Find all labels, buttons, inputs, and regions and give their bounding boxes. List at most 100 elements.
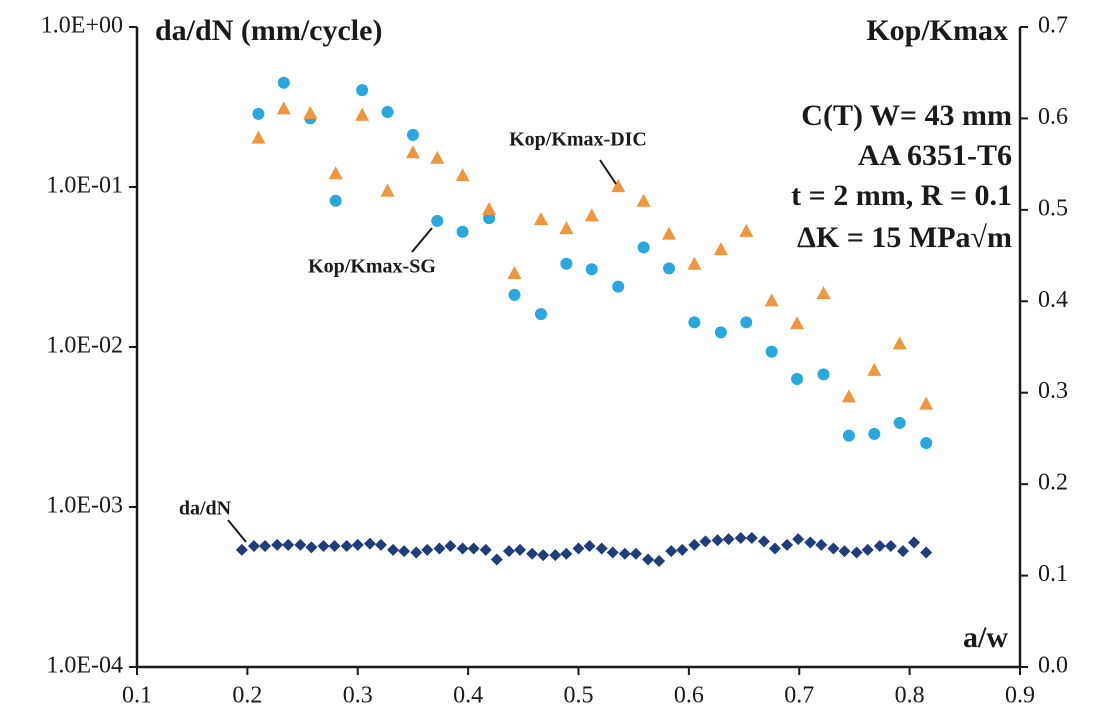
- y-tick-label: 1.0E-04: [46, 653, 123, 679]
- y-tick-label: 1.0E+00: [41, 13, 123, 39]
- x-axis-label: a/w: [963, 621, 1008, 654]
- data-point: [838, 545, 851, 558]
- data-point: [908, 536, 921, 549]
- data-point: [920, 437, 933, 449]
- data-point: [533, 212, 548, 225]
- data-point: [740, 316, 753, 329]
- data-point: [560, 257, 573, 270]
- data-point: [252, 107, 265, 120]
- data-point: [781, 538, 794, 551]
- data-point: [507, 265, 522, 279]
- annotation: AA 6351-T6: [858, 139, 1012, 172]
- data-point: [765, 345, 778, 358]
- data-point: [745, 532, 758, 545]
- data-point: [920, 546, 933, 559]
- data-point: [665, 545, 678, 558]
- x-tick-label: 0.6: [674, 683, 704, 709]
- data-point: [329, 194, 342, 207]
- data-point: [792, 533, 805, 546]
- data-point: [897, 545, 910, 558]
- data-point: [526, 547, 539, 560]
- data-point: [490, 553, 503, 566]
- data-point: [251, 130, 266, 144]
- data-point: [734, 532, 747, 545]
- data-point: [356, 84, 369, 97]
- data-point: [340, 540, 353, 553]
- data-point: [618, 547, 631, 560]
- data-point: [815, 538, 828, 551]
- data-point: [892, 336, 907, 350]
- data-point: [328, 540, 341, 553]
- y-tick-label: 1.0E-01: [46, 173, 123, 199]
- data-point: [483, 212, 496, 225]
- data-point: [431, 214, 444, 227]
- y2-axis-label: Kop/Kmax: [866, 14, 1008, 47]
- data-point: [827, 542, 840, 555]
- x-tick-label: 0.1: [122, 683, 152, 709]
- data-point: [884, 540, 897, 553]
- data-point: [294, 538, 307, 551]
- x-tick-label: 0.5: [564, 683, 594, 709]
- data-point: [714, 326, 727, 339]
- data-point: [713, 242, 728, 256]
- data-point: [559, 221, 574, 235]
- leader-line: [411, 227, 433, 253]
- data-point: [790, 316, 805, 330]
- data-point: [629, 547, 642, 560]
- data-point: [456, 225, 469, 238]
- data-point: [804, 536, 817, 549]
- y2-tick-label: 0.7: [1038, 13, 1068, 39]
- annotation: t = 2 mm, R = 0.1: [791, 179, 1012, 212]
- data-point: [606, 546, 619, 559]
- data-point: [430, 150, 445, 164]
- data-point: [583, 540, 596, 553]
- x-tick-label: 0.2: [232, 683, 262, 709]
- x-tick-label: 0.3: [343, 683, 373, 709]
- annotation: C(T) W= 43 mm: [801, 99, 1012, 132]
- data-point: [303, 105, 318, 119]
- data-point: [572, 542, 585, 555]
- y2-tick-label: 0.0: [1038, 653, 1068, 679]
- data-point: [363, 537, 376, 550]
- data-point: [479, 543, 492, 556]
- leader-line: [599, 159, 617, 185]
- data-point: [676, 543, 689, 556]
- data-point: [444, 540, 457, 553]
- data-point: [433, 542, 446, 555]
- y2-tick-label: 0.5: [1038, 195, 1068, 221]
- data-point: [455, 168, 470, 182]
- data-point: [893, 416, 906, 429]
- data-point: [405, 145, 420, 159]
- data-point: [653, 554, 666, 567]
- y2-tick-label: 0.1: [1038, 561, 1068, 587]
- data-point: [374, 538, 387, 551]
- annotation: ΔK = 15 MPa√m: [797, 221, 1012, 254]
- data-point: [636, 193, 651, 207]
- data-point: [867, 362, 882, 376]
- data-point: [514, 543, 527, 556]
- data-point: [410, 546, 423, 559]
- data-point: [873, 540, 886, 553]
- data-point: [259, 540, 272, 553]
- data-point: [328, 166, 343, 180]
- data-point: [282, 538, 295, 551]
- data-point: [277, 76, 290, 89]
- y2-tick-label: 0.3: [1038, 378, 1068, 404]
- data-point: [842, 429, 855, 442]
- data-point: [537, 549, 550, 562]
- data-point: [456, 542, 469, 555]
- data-point: [817, 368, 830, 381]
- data-point: [722, 533, 735, 546]
- data-point: [739, 223, 754, 237]
- data-point: [355, 107, 370, 121]
- data-point: [611, 179, 626, 193]
- series-label: Kop/Kmax-DIC: [509, 129, 647, 151]
- data-point: [816, 286, 831, 300]
- data-point: [764, 293, 779, 307]
- data-point: [380, 183, 395, 197]
- data-point: [235, 543, 248, 556]
- x-tick-label: 0.8: [895, 683, 925, 709]
- data-point: [276, 101, 291, 115]
- y-tick-label: 1.0E-02: [46, 333, 123, 359]
